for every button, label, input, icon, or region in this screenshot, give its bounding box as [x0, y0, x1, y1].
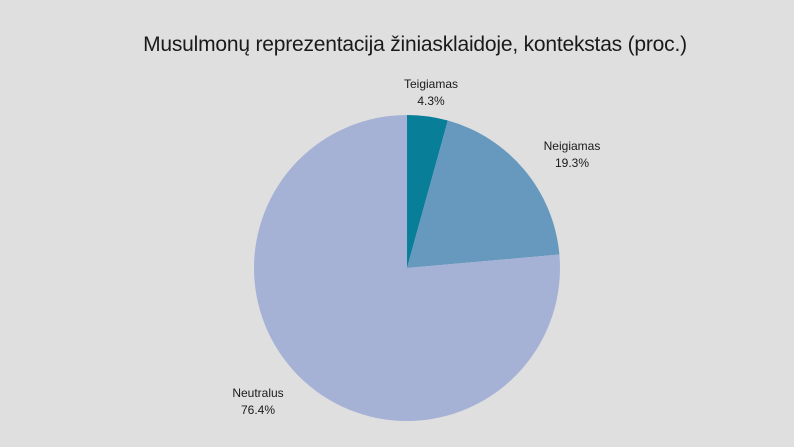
pie-slice-neigiamas	[407, 120, 560, 268]
slice-label-neigiamas: Neigiamas	[544, 139, 601, 153]
chart-title: Musulmonų reprezentacija žiniasklaidoje,…	[143, 33, 687, 56]
pie-labels: Teigiamas 4.3% Neigiamas 19.3% Neutralus 76.4…	[232, 77, 600, 417]
slice-value-teigiamas: 4.3%	[417, 94, 445, 108]
slice-label-teigiamas: Teigiamas	[404, 77, 458, 91]
slice-value-neutralus: 76.4%	[241, 403, 275, 417]
slice-label-neutralus: Neutralus	[232, 386, 283, 400]
pie-slices	[253, 115, 560, 421]
pie-slice-neutralus	[253, 115, 560, 421]
slice-value-neigiamas: 19.3%	[555, 156, 589, 170]
pie-slice-teigiamas	[407, 115, 448, 268]
